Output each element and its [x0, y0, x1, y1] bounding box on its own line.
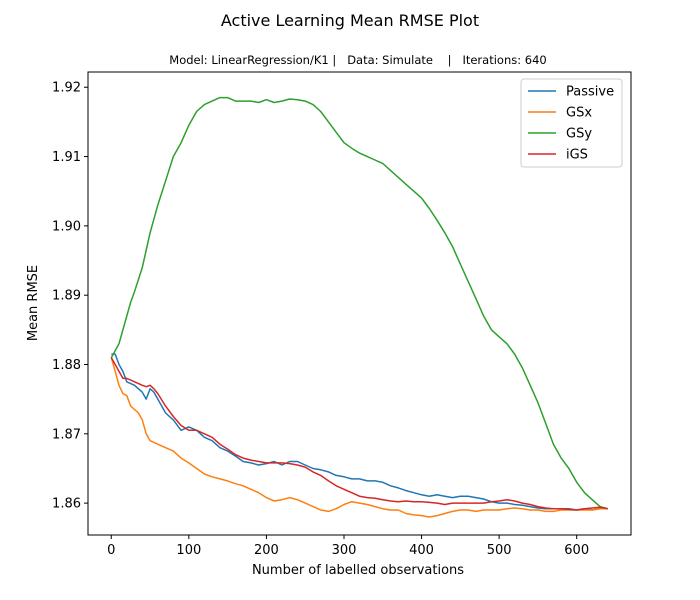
- y-tick-label: 1.87: [52, 427, 81, 442]
- chart-title: Active Learning Mean RMSE Plot: [221, 11, 479, 30]
- x-tick-label: 500: [487, 543, 512, 558]
- legend-label-gsy: GSy: [566, 127, 592, 142]
- legend: Passive GSx GSy iGS: [520, 78, 623, 168]
- series-lines: [110, 96, 608, 518]
- x-tick-label: 600: [564, 543, 589, 558]
- y-axis-ticks: 1.86 1.87 1.88 1.89 1.90 1.91 1.92: [52, 81, 88, 512]
- x-tick-label: 100: [176, 543, 201, 558]
- y-axis-label: Mean RMSE: [26, 265, 41, 341]
- x-tick-label: 200: [254, 543, 279, 558]
- legend-label-igs: iGS: [566, 148, 588, 163]
- x-tick-label: 300: [332, 543, 357, 558]
- y-tick-label: 1.86: [52, 497, 81, 512]
- x-axis-label: Number of labelled observations: [252, 563, 464, 578]
- legend-label-passive: Passive: [566, 85, 614, 100]
- series-line-passive: [111, 353, 608, 511]
- y-tick-label: 1.88: [52, 358, 81, 373]
- x-axis-ticks: 0 100 200 300 400 500 600: [107, 535, 589, 558]
- series-line-igs: [110, 357, 608, 511]
- series-line-gsy: [110, 96, 608, 510]
- legend-box: [520, 78, 623, 168]
- x-tick-label: 0: [107, 543, 115, 558]
- series-line-gsx: [110, 357, 608, 518]
- y-tick-label: 1.91: [52, 150, 81, 165]
- y-tick-label: 1.92: [52, 81, 81, 96]
- y-tick-label: 1.90: [52, 219, 81, 234]
- x-tick-label: 400: [409, 543, 434, 558]
- legend-label-gsx: GSx: [566, 106, 592, 121]
- chart-subtitle: Model: LinearRegression/K1 | Data: Simul…: [169, 53, 546, 67]
- axes-frame: [87, 71, 632, 536]
- y-tick-label: 1.89: [52, 289, 81, 304]
